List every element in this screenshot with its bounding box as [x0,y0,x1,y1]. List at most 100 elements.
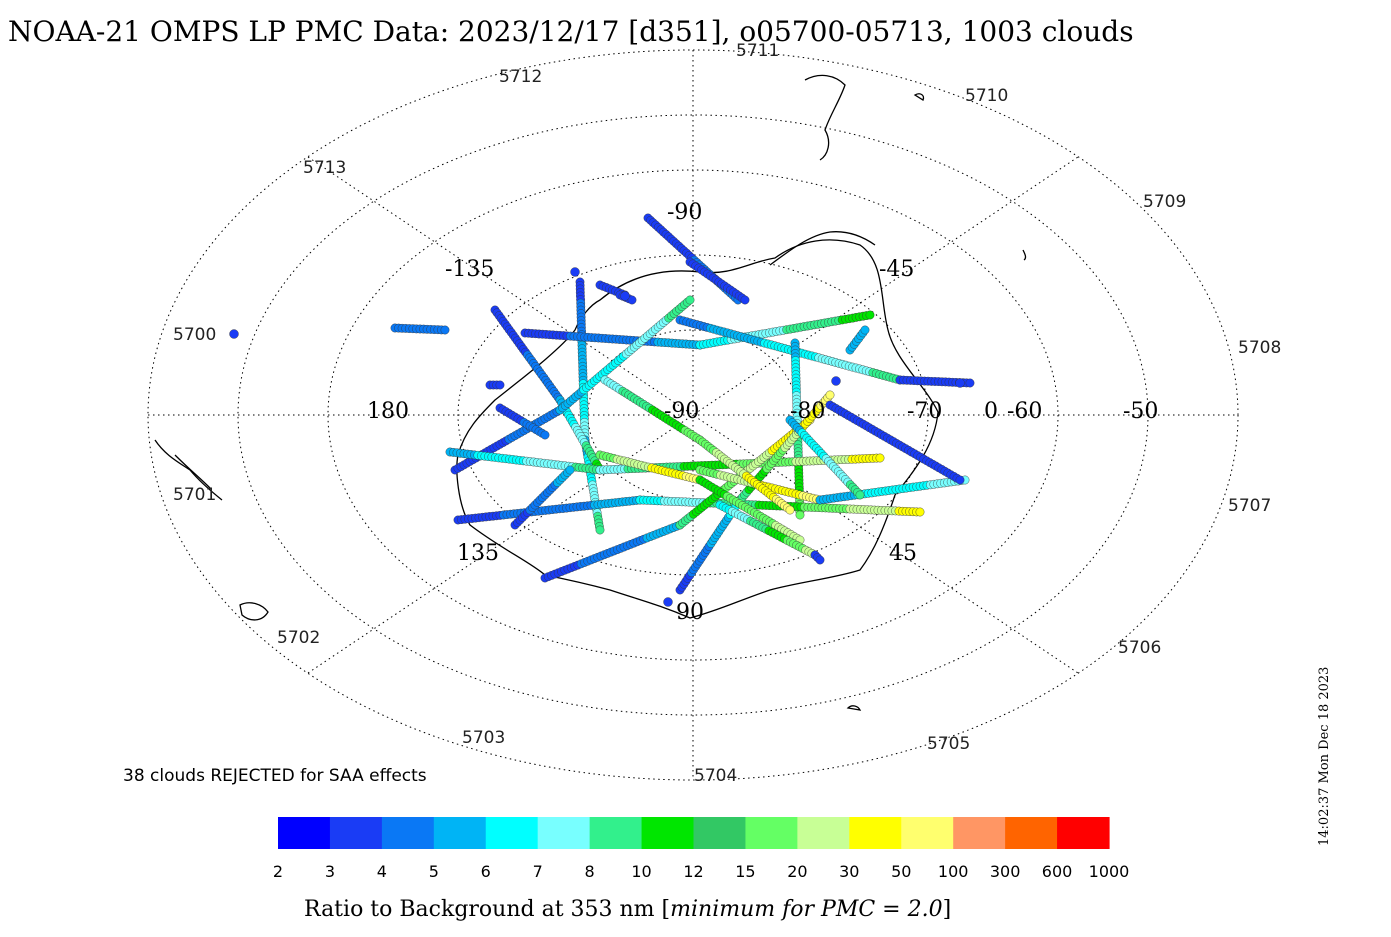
colorbar-tick-label: 600 [1042,862,1073,881]
latitude-label: -80 [790,399,825,424]
colorbar-segment [641,817,695,849]
colorbar-segment [485,817,539,849]
cloud-point [855,490,865,500]
latitude-label: -70 [907,399,942,424]
longitude-lines [148,50,1238,780]
colorbar-tick-label: 12 [683,862,703,881]
colorbar-tick-label: 100 [938,862,969,881]
latitude-label: -60 [1007,399,1042,424]
colorbar [278,817,1110,849]
orbit-label: 5708 [1238,338,1281,358]
cloud-point [860,325,870,335]
colorbar-segment [1005,817,1058,849]
longitude-label: -90 [667,200,702,225]
cloud-point [955,378,965,388]
orbit-label: 5704 [694,766,737,786]
latitude-label: -50 [1123,399,1158,424]
colorbar-segment [589,817,643,849]
cloud-point [495,380,505,390]
colorbar-segment [901,817,954,849]
tasmania [239,602,269,621]
colorbar-ticks: 2 3 4 5 6 7 8 10 12 15 20 30 50 100 300 600 1000 [273,862,1129,881]
cloud-point [229,329,239,339]
south-america-coast [804,74,846,161]
orbit-label: 5700 [173,325,216,345]
longitude-label: 180 [367,399,409,424]
antarctica-coast [456,239,939,619]
colorbar-segment [381,817,435,849]
colorbar-tick-label: 300 [990,862,1021,881]
cloud-point [965,378,975,388]
orbit-label: 5707 [1228,496,1271,516]
page-title: NOAA-21 OMPS LP PMC Data: 2023/12/17 [d3… [8,15,1134,48]
colorbar-tick-label: 50 [891,862,911,881]
longitude-labels: -90 -45 180 0 135 45 90 -135 [367,200,998,625]
orbit-label: 5712 [499,67,542,87]
colorbar-segment [329,817,383,849]
longitude-label: 90 [676,600,704,625]
colorbar-segment [849,817,902,849]
cloud-point [915,507,925,517]
colorbar-title-end: ] [943,897,952,922]
colorbar-tick-label: 4 [377,862,387,881]
cloud-point [570,267,580,277]
cloud-point [865,310,875,320]
colorbar-tick-label: 10 [631,862,651,881]
orbit-label: 5702 [277,628,320,648]
cloud-point [685,295,695,305]
colorbar-tick-label: 20 [787,862,807,881]
longitude-label: -45 [879,257,914,282]
cloud-point [740,295,750,305]
cloud-point [565,465,575,475]
colorbar-segment [278,817,331,849]
cloud-point [831,376,841,386]
cloud-point [825,390,835,400]
coastlines [154,74,1027,711]
cloud-point [620,291,630,301]
antarctic-peninsula [769,231,876,266]
colorbar-tick-label: 15 [735,862,755,881]
longitude-label: 135 [457,541,499,566]
latitude-labels: -90 -80 -70 -60 -50 [664,399,1158,424]
colorbar-tick-label: 30 [839,862,859,881]
cloud-point [815,555,825,565]
cloud-point [955,475,965,485]
colorbar-tick-label: 3 [325,862,335,881]
orbit-label: 5711 [736,41,779,61]
longitude-label: 45 [889,541,917,566]
orbit-label: 5713 [303,158,346,178]
cloud-point [595,525,605,535]
cloud-point [795,510,805,520]
orbit-labels: 5700 5701 5702 5703 5704 5705 5706 5707 … [173,41,1281,786]
orbit-label: 5701 [173,485,216,505]
orbit-label: 5710 [965,86,1008,106]
cloud-point [540,430,550,440]
orbit-label: 5709 [1143,192,1186,212]
colorbar-tick-label: 8 [585,862,595,881]
colorbar-title-main: Ratio to Background at 353 nm [ [304,897,670,922]
colorbar-segment [797,817,850,849]
colorbar-segment [693,817,747,849]
cloud-point [785,505,795,515]
colorbar-tick-label: 1000 [1089,862,1130,881]
colorbar-tick-label: 7 [533,862,543,881]
colorbar-segment [1057,817,1110,849]
colorbar-tick-label: 5 [429,862,439,881]
colorbar-tick-label: 2 [273,862,283,881]
cloud-point [663,597,673,607]
colorbar-segment [433,817,487,849]
colorbar-tick-label: 6 [481,862,491,881]
cloud-point [440,325,450,335]
pmc-cloud-tracks [229,213,975,607]
colorbar-segment [745,817,798,849]
cloud-point [875,453,885,463]
island-a [913,93,925,101]
colorbar-title-italic: minimum for PMC = 2.0 [670,897,942,922]
colorbar-title: Ratio to Background at 353 nm [minimum f… [304,897,951,922]
colorbar-segment [953,817,1006,849]
orbit-label: 5705 [927,734,970,754]
orbit-label: 5703 [462,728,505,748]
island-b [846,705,862,711]
colorbar-segment [537,817,591,849]
timestamp: 14:02:37 Mon Dec 18 2023 [1317,667,1332,846]
